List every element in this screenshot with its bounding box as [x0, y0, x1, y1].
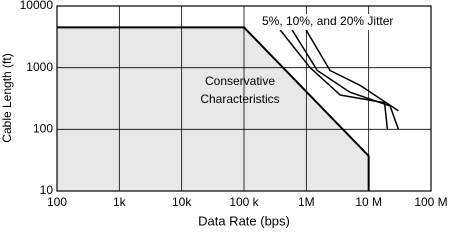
x-tick-label: 10k — [172, 195, 192, 209]
plot-frame — [56, 5, 432, 192]
x-tick-label: 100 k — [229, 195, 259, 209]
y-tick-label: 100 — [33, 122, 53, 136]
x-axis-label: Data Rate (bps) — [198, 213, 290, 228]
x-tick-label: 100 — [47, 195, 67, 209]
chart: Data Rate (bps) Cable Length (ft) 100 1k 1… — [0, 0, 448, 228]
area-fill — [57, 27, 369, 192]
y-tick-label: 10000 — [20, 0, 54, 12]
annotation: Characteristics — [200, 92, 279, 106]
annotation: Conservative — [205, 74, 275, 88]
x-tick-label: 1M — [298, 195, 315, 209]
jitter-curve — [304, 27, 399, 112]
x-tick-label: 10 M — [355, 195, 382, 209]
y-tick-label: 1000 — [26, 60, 53, 74]
jitter-curve — [279, 29, 389, 130]
x-tick-label: 100 M — [414, 195, 447, 209]
x-tick-label: 1k — [113, 195, 127, 209]
y-tick-label: 10 — [40, 183, 54, 197]
page: {"chart_data": {"type": "line", "x_label… — [0, 0, 448, 229]
jitter-curve — [291, 29, 400, 130]
annotation: 5%, 10%, and 20% Jitter — [262, 14, 393, 28]
y-axis-label: Cable Length (ft) — [0, 53, 14, 142]
annotation-bg — [258, 14, 406, 30]
